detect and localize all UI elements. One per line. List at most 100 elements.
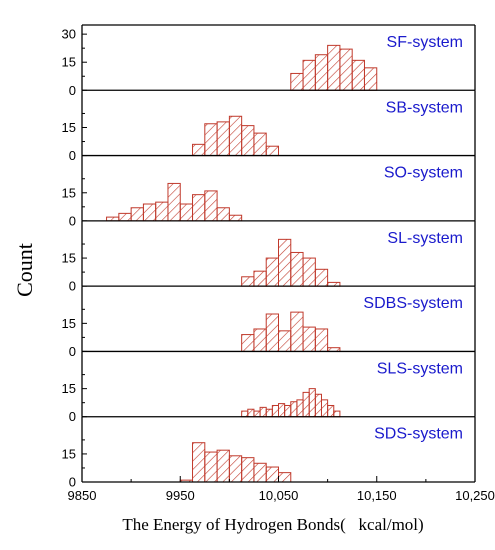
panel-2: 0 15 SB-system [62,89,476,163]
histogram-bar [216,449,230,483]
system-label: SF-system [387,34,463,51]
y-tick-label: 0 [69,148,76,163]
histogram-bar [204,123,218,157]
histogram-bar [253,132,267,157]
histogram-bar [327,404,335,418]
histogram-bar [290,401,298,418]
histogram-bar [351,59,365,91]
histogram-bar [167,182,181,222]
histogram-bar [290,72,304,91]
y-tick-label: 15 [62,251,76,266]
panel-5: 0 15 SDBS-system [62,285,476,359]
histogram-bar [192,442,206,483]
panel-6: 0 15 SLS-system [62,350,476,424]
system-label: SDS-system [374,426,463,443]
y-tick-label: 0 [69,213,76,228]
histogram-bar [302,391,310,418]
histogram-bar [192,194,206,222]
histogram-bar [314,54,329,91]
y-tick-label: 15 [62,446,76,461]
histogram-bar [339,48,353,91]
system-label: SL-system [387,230,463,247]
histogram-bar [314,268,329,287]
histogram-bar [228,115,243,157]
histogram-bar [241,410,249,418]
y-tick-label: 0 [69,83,76,98]
histogram-bar [228,455,243,483]
y-tick-label: 15 [62,55,76,70]
panel-7: 0 15 SDS-system [62,416,476,490]
histogram-bar [241,125,255,157]
histogram-bar [130,207,144,222]
x-axis: 9850 9950 10,050 10,150 10,250 [68,476,495,503]
x-tick-label: 10,050 [259,488,299,503]
histogram-bar [302,257,316,287]
histogram-bar [241,457,255,483]
histogram-bar [192,143,206,157]
system-label: SO-system [384,165,463,182]
x-axis-title: The Energy of Hydrogen Bonds( kcal/mol) [122,515,423,534]
histogram-bar [142,203,157,222]
histogram-bar [241,276,255,287]
x-tick-label: 9950 [166,488,195,503]
y-tick-label: 0 [69,344,76,359]
y-tick-label: 15 [62,185,76,200]
y-tick-label: 15 [62,120,76,135]
x-tick-label: 10,150 [357,488,397,503]
histogram-bar [271,404,279,418]
histogram-bar [278,330,292,352]
histogram-bar [204,451,218,483]
histogram-bar [302,59,316,91]
histogram-bar [265,466,280,483]
panel-1: 0 15 30 SF-system [62,24,476,98]
histogram-bar [253,410,261,418]
histogram-bar [308,388,316,418]
system-label: SDBS-system [363,295,463,312]
histogram-bar [265,408,273,418]
system-label: SB-system [386,99,463,116]
histogram-bar [333,410,341,418]
histogram-bar [228,214,243,222]
y-tick-label: 0 [69,409,76,424]
y-tick-label: 0 [69,475,76,490]
histogram-bar [363,67,378,91]
histogram-bar [314,328,329,352]
histogram-bar [253,462,267,483]
histogram-bar [265,313,280,352]
histogram-bar [290,251,304,287]
histogram-bar [179,203,194,222]
panel-4: 0 15 SL-system [62,220,476,294]
x-tick-label: 9850 [68,488,97,503]
histogram-bar [278,403,286,418]
y-tick-label: 30 [62,27,76,42]
histogram-bar [320,399,329,418]
histogram-bar [278,472,292,483]
y-tick-label: 0 [69,279,76,294]
histogram-bar [216,121,230,157]
y-tick-label: 15 [62,316,76,331]
histogram-bar [296,399,304,418]
panels-group: 0 15 30 SF-system 0 15 SB-system 0 15 SO-system 0 1… [62,24,476,490]
histogram-bar [327,44,341,91]
histogram-bar [314,393,322,418]
histogram-bar [290,311,304,352]
y-tick-label: 15 [62,381,76,396]
histogram-bar [241,334,255,352]
y-axis-title: Count [12,243,37,297]
histogram-bar [265,257,280,287]
histogram-bar [253,328,267,352]
histogram-bar [118,212,132,222]
panel-3: 0 15 SO-system [62,154,476,228]
histogram-bar [253,270,267,287]
x-tick-label: 10,250 [455,488,495,503]
histogram-bar [302,326,316,352]
histogram-bar [204,190,218,222]
histogram-bar [216,207,230,222]
histogram-bar [284,404,292,418]
system-label: SLS-system [377,360,463,377]
histogram-bar [259,406,267,418]
histogram-bar [265,145,280,157]
histogram-bar [155,201,169,222]
histogram-bar [247,408,255,418]
